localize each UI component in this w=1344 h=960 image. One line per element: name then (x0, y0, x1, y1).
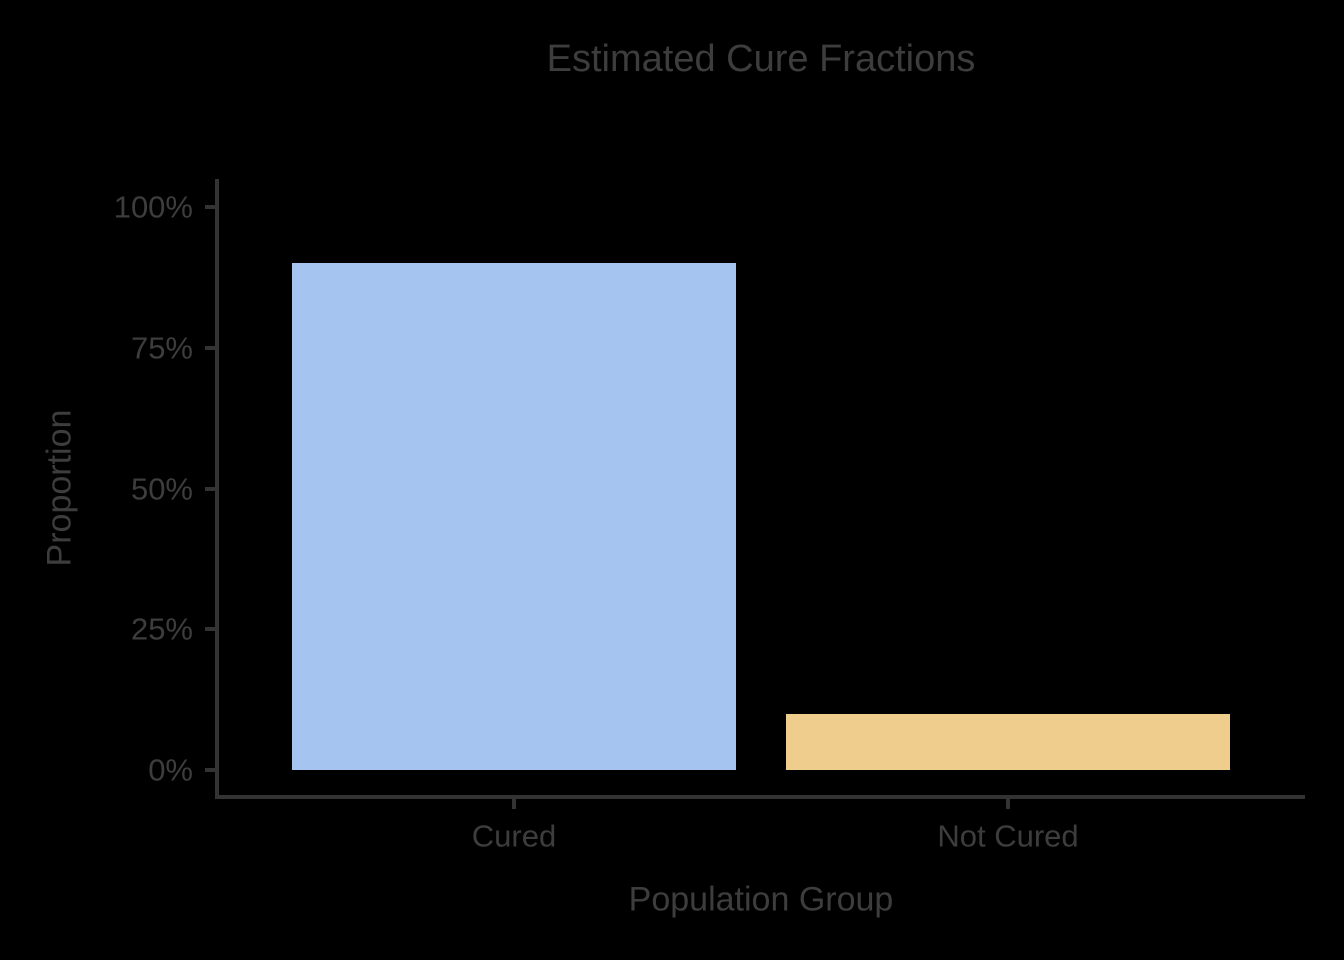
x-category-label: Not Cured (937, 818, 1079, 854)
bar-not-cured (786, 713, 1230, 770)
y-tick-label: 75% (130, 330, 193, 366)
y-tick-label: 25% (130, 611, 193, 647)
y-axis-line (215, 179, 219, 799)
x-tick-mark (512, 799, 516, 809)
y-axis-title: Proportion (40, 409, 79, 567)
bar-cured (292, 263, 736, 770)
x-tick-mark (1006, 799, 1010, 809)
chart-title: Estimated Cure Fractions (546, 38, 976, 80)
y-tick-mark (205, 205, 215, 209)
y-tick-label: 0% (148, 752, 193, 788)
y-tick-mark (205, 627, 215, 632)
y-tick-label: 100% (113, 189, 193, 225)
x-axis-title: Population Group (628, 880, 894, 919)
y-tick-mark (205, 486, 215, 491)
y-tick-mark (205, 768, 215, 772)
x-axis-line (215, 795, 1305, 799)
y-tick-label: 50% (130, 471, 193, 506)
x-category-label: Cured (471, 818, 557, 854)
y-tick-mark (205, 345, 215, 350)
